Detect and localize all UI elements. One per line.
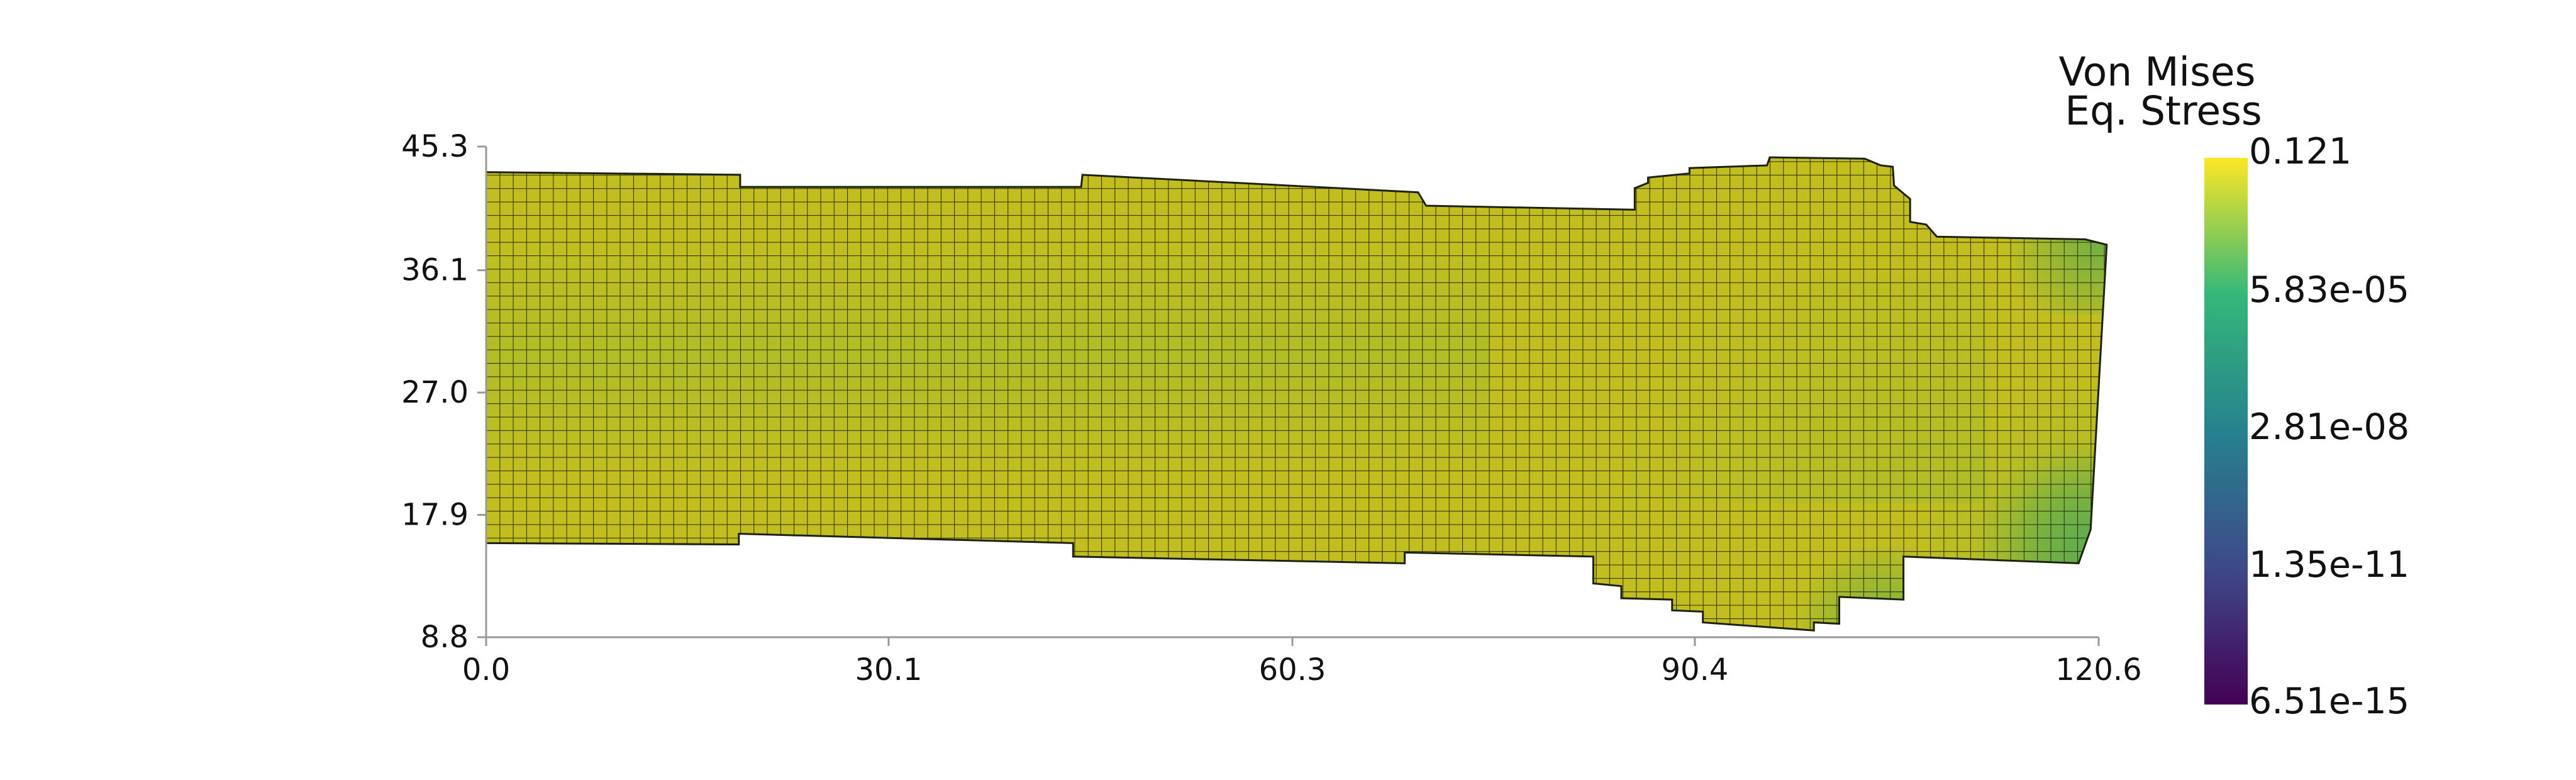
y-tick-label: 8.8 — [421, 620, 469, 655]
colorbar-label-3: 2.81e-08 — [2249, 406, 2409, 448]
x-tick-label: 120.6 — [2055, 652, 2141, 688]
colorbar-label-min: 6.51e-15 — [2249, 681, 2409, 722]
colorbar-title-line-1: Von Mises — [2059, 49, 2256, 95]
x-tick-label: 60.3 — [1259, 652, 1326, 688]
y-tick-label: 27.0 — [401, 375, 469, 410]
colorbar-label-2: 5.83e-05 — [2249, 269, 2409, 311]
axes: 45.3 36.1 27.0 17.9 8.8 0.0 30.1 60.3 90.4 120.6 — [401, 129, 2142, 688]
colorbar-label-4: 1.35e-11 — [2249, 544, 2409, 586]
stress-mesh — [485, 156, 2108, 632]
x-tick-label: 0.0 — [462, 652, 510, 688]
y-ticks: 45.3 36.1 27.0 17.9 8.8 — [401, 129, 486, 655]
y-tick-label: 17.9 — [401, 498, 469, 533]
colorbar: Von Mises Eq. Stress 0.121 5.83e-05 2.81… — [2059, 49, 2410, 722]
colorbar-label-max: 0.121 — [2249, 131, 2351, 172]
stress-gradient-overlay — [486, 157, 2107, 631]
x-tick-label: 30.1 — [855, 652, 922, 688]
y-tick-label: 36.1 — [401, 253, 469, 288]
colorbar-gradient — [2204, 158, 2248, 705]
colorbar-title-line-2: Eq. Stress — [2065, 88, 2262, 134]
y-tick-label: 45.3 — [401, 129, 469, 164]
x-ticks: 0.0 30.1 60.3 90.4 120.6 — [462, 637, 2142, 688]
x-tick-label: 90.4 — [1661, 652, 1728, 688]
mesh-outline — [485, 156, 2108, 632]
